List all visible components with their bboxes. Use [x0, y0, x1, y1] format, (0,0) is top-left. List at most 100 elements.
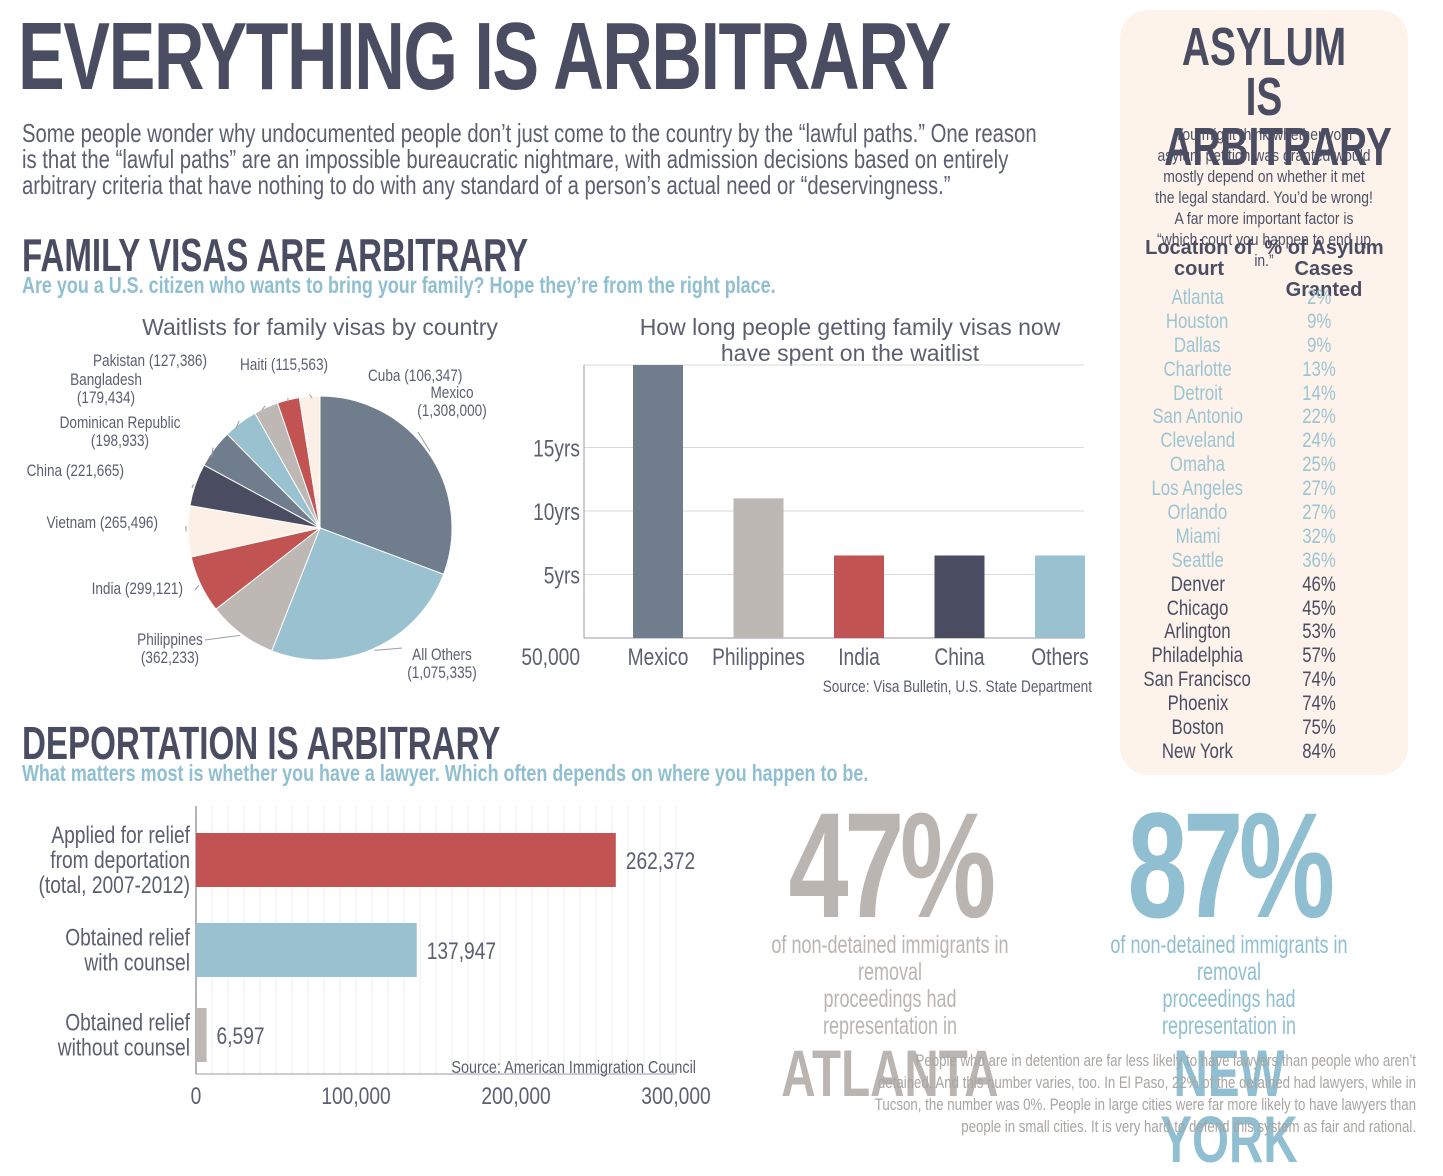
asylum-col1-line2: court [1134, 259, 1264, 280]
bar-india [834, 555, 884, 638]
asylum-city: Detroit [1120, 382, 1275, 406]
asylum-city: Seattle [1120, 549, 1275, 573]
pie-chart: Mexico(1,308,000)All Others(1,075,335)Ph… [0, 340, 540, 710]
pie-label-all-others: All Others [412, 646, 472, 665]
footnote: People who are in detention are far less… [716, 1050, 1416, 1138]
y-tick-label: 5yrs [544, 561, 580, 589]
asylum-pct: 75% [1275, 716, 1364, 740]
pie-label-mexico: (1,308,000) [417, 402, 486, 421]
asylum-pct: 9% [1275, 310, 1364, 334]
asylum-city: Chicago [1120, 597, 1275, 621]
x-tick-label-philippines: Philippines [712, 643, 805, 671]
asylum-city: Boston [1120, 716, 1275, 740]
asylum-pct: 84% [1275, 740, 1364, 764]
pie-leader-india [195, 585, 199, 590]
asylum-city: Dallas [1120, 334, 1275, 358]
pie-label-philippines: Philippines [137, 631, 203, 650]
asylum-pct: 22% [1275, 405, 1364, 429]
asylum-pct: 46% [1275, 573, 1364, 597]
asylum-city: Los Angeles [1120, 477, 1275, 501]
x-tick-label-india: India [838, 643, 880, 671]
asylum-city: San Francisco [1120, 668, 1275, 692]
x-tick-label: 0 [191, 1082, 202, 1110]
hbar-obtained-relief-with-counsel [196, 923, 417, 977]
asylum-pct: 24% [1275, 429, 1364, 453]
hbar-category-label: from deportation [50, 846, 190, 874]
asylum-pct: 27% [1275, 477, 1364, 501]
x-tick-label: 300,000 [641, 1082, 710, 1110]
stat-new-york-pct: 87% [1064, 790, 1394, 940]
asylum-pct: 2% [1275, 286, 1364, 310]
hbar-value-label: 137,947 [427, 937, 496, 965]
stat-atlanta-pct: 47% [725, 790, 1055, 940]
pie-label-dominican-republic: Dominican Republic [60, 414, 181, 433]
pie-label-bangladesh: Bangladesh [70, 371, 142, 390]
intro-text: Some people wonder why undocumented peop… [22, 120, 1052, 198]
hbar-category-label: (total, 2007-2012) [39, 871, 190, 899]
x-tick-label-others: Others [1031, 643, 1089, 671]
x-tick-label-mexico: Mexico [628, 643, 689, 671]
pie-leader-philippines [205, 635, 240, 640]
bar-china [935, 555, 985, 638]
asylum-pct: 57% [1275, 644, 1364, 668]
asylum-city: Houston [1120, 310, 1275, 334]
pie-leader-all-others [375, 648, 402, 650]
asylum-city: New York [1120, 740, 1275, 764]
bar-chart-title-line1: How long people getting family visas now [620, 314, 1080, 340]
asylum-col2-line1: % of Asylum [1254, 238, 1394, 259]
hbar-source: Source: American Immigration Council [451, 1058, 696, 1078]
asylum-city: Denver [1120, 573, 1275, 597]
asylum-pct: 32% [1275, 525, 1364, 549]
pie-label-philippines: (362,233) [141, 649, 199, 668]
asylum-pct: 25% [1275, 453, 1364, 477]
hbar-applied-for-relief-from-deportation [196, 833, 616, 887]
pie-leader-china [192, 484, 193, 488]
pie-label-all-others: (1,075,335) [407, 664, 476, 683]
pie-label-india: India (299,121) [92, 580, 183, 599]
hbar-category-label: without counsel [57, 1033, 190, 1061]
pie-label-haiti: Haiti (115,563) [240, 356, 328, 375]
x-tick-label: 200,000 [481, 1082, 550, 1110]
pie-label-dominican-republic: (198,933) [91, 432, 149, 451]
pie-chart-title: Waitlists for family visas by country [120, 314, 520, 340]
asylum-city: Phoenix [1120, 692, 1275, 716]
asylum-pct: 9% [1275, 334, 1364, 358]
y-tick-label: 10yrs [533, 498, 580, 526]
asylum-pct: 45% [1275, 597, 1364, 621]
asylum-col1-line1: Location of [1134, 238, 1264, 259]
page-title: EVERYTHING IS ARBITRARY [18, 4, 950, 110]
asylum-col-location-header: Location of court [1134, 238, 1264, 280]
pie-label-bangladesh: (179,434) [77, 389, 135, 408]
asylum-pct: 74% [1275, 668, 1364, 692]
asylum-pct: 53% [1275, 620, 1364, 644]
asylum-city: San Antonio [1120, 405, 1275, 429]
asylum-pct: 14% [1275, 382, 1364, 406]
y-tick-label: 15yrs [533, 434, 580, 462]
asylum-pct: 36% [1275, 549, 1364, 573]
deportation-section-subtitle: What matters most is whether you have a … [22, 760, 868, 787]
asylum-city: Arlington [1120, 620, 1275, 644]
pie-label-cuba: Cuba (106,347) [368, 367, 462, 386]
hbar-category-label: Applied for relief [51, 821, 191, 849]
x-tick-label: 100,000 [321, 1082, 390, 1110]
bar-philippines [734, 498, 784, 638]
